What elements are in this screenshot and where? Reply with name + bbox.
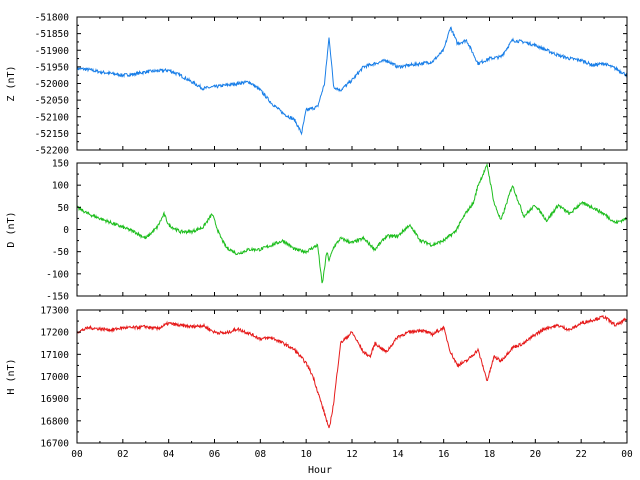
y-axis-label: Z (nT)	[6, 65, 17, 101]
panel-h: 16700 16800 16900 17000 17100 17200 17300 H (nT…	[6, 306, 628, 450]
y-tick-label: 16900	[40, 394, 69, 405]
y-tick-label: 17300	[40, 306, 69, 317]
x-tick-label: 06	[209, 449, 221, 460]
x-tick-label: 04	[163, 449, 175, 460]
y-tick-label: -150	[46, 292, 69, 303]
y-tick-label: -52200	[35, 146, 70, 157]
y-tick-label: -51900	[35, 46, 70, 57]
y-tick-label: -52150	[35, 129, 70, 140]
x-tick-label: 16	[438, 449, 450, 460]
y-tick-label: 0	[63, 225, 69, 236]
y-tick-label: -51850	[35, 29, 70, 40]
y-tick-label: -52000	[35, 79, 70, 90]
data-line	[76, 162, 628, 284]
y-tick-label: 16800	[40, 416, 69, 427]
y-tick-label: 17100	[40, 350, 69, 361]
y-tick-label: -52050	[35, 96, 70, 107]
panel-d: -150 -100 -50 0 50 100 150 D (nT)	[6, 159, 628, 303]
x-tick-label: 22	[575, 449, 586, 460]
y-tick-label: -51950	[35, 62, 70, 73]
y-axis-label: D (nT)	[6, 211, 17, 247]
x-tick-label: 10	[300, 449, 312, 460]
y-tick-label: 100	[52, 181, 69, 192]
y-tick-label: -100	[46, 269, 69, 280]
y-tick-label: 17200	[40, 328, 69, 339]
x-axis-label: Hour	[308, 465, 332, 476]
data-line	[76, 26, 628, 136]
x-tick-label: 14	[392, 449, 404, 460]
x-tick-label: 12	[346, 449, 357, 460]
plot-frame	[76, 16, 628, 151]
x-tick-label: 02	[117, 449, 128, 460]
y-axis-label: H (nT)	[6, 358, 17, 394]
x-tick-label: 00	[71, 449, 83, 460]
y-tick-label: -51800	[35, 13, 70, 24]
y-tick-label: -50	[52, 247, 69, 258]
y-tick-label: 17000	[40, 372, 69, 383]
x-tick-label: 08	[255, 449, 267, 460]
plot-frame	[76, 162, 628, 297]
y-tick-label: 16700	[40, 439, 69, 450]
x-tick-label: 00	[621, 449, 633, 460]
x-tick-label: 18	[484, 449, 496, 460]
data-line	[76, 314, 628, 429]
x-tick-label: 20	[530, 449, 542, 460]
panel-z: -52200 -52150 -52100 -52050 -52000 -51950 -519…	[6, 13, 628, 157]
y-tick-label: 50	[58, 203, 70, 214]
y-tick-label: -52100	[35, 112, 70, 123]
y-tick-label: 150	[52, 159, 69, 170]
